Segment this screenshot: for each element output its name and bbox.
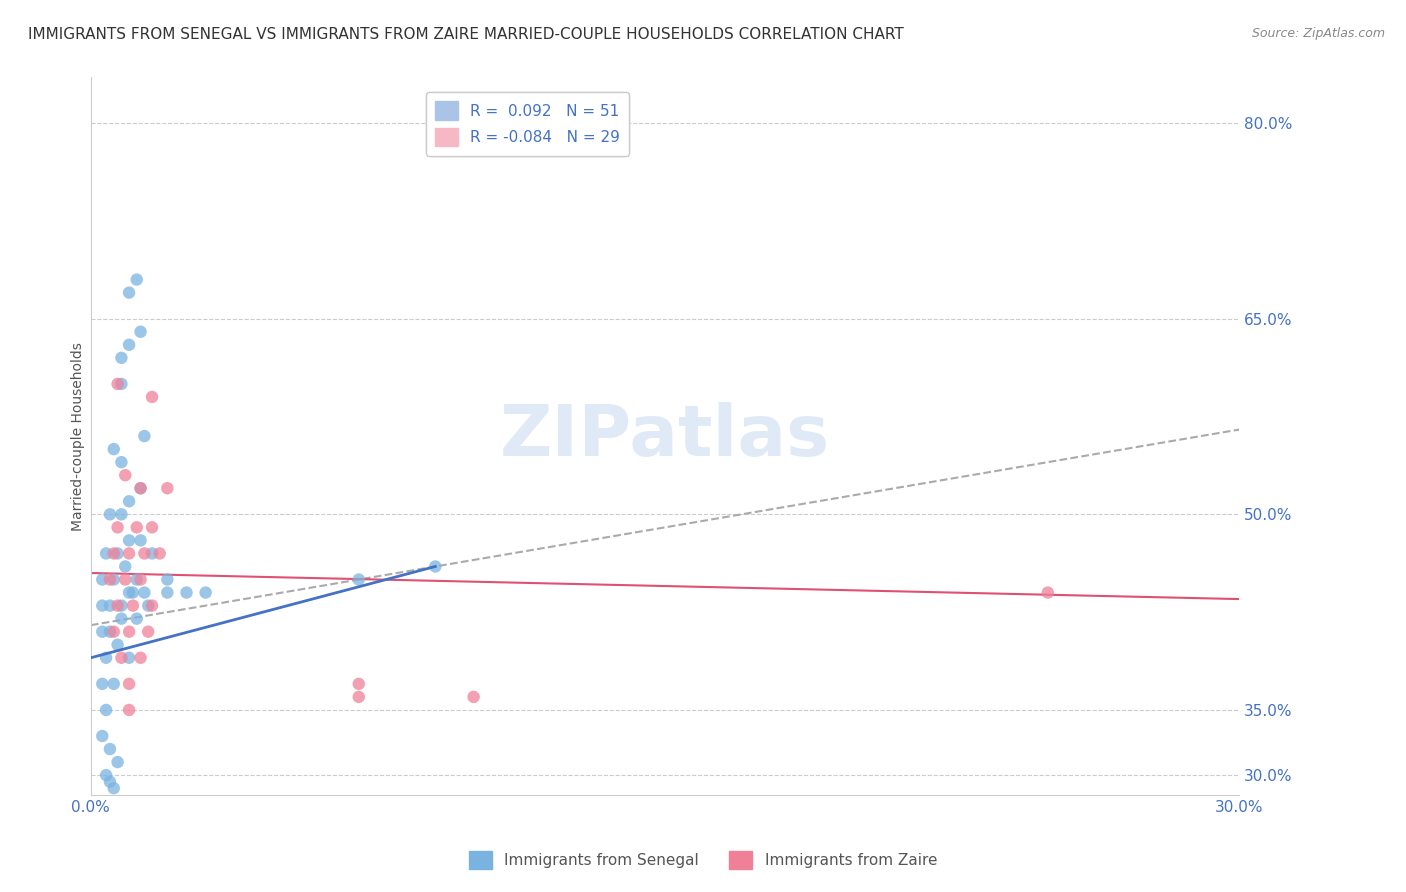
Point [118,650,141,665]
Point [141,599,163,613]
Point [136,624,159,639]
Point [91,573,114,587]
Point [94,650,117,665]
Point [94,546,117,560]
Point [347,677,370,691]
Point [118,338,141,352]
Point [103,624,125,639]
Point [118,585,141,599]
Point [103,442,125,456]
Point [149,546,172,560]
Point [118,677,141,691]
Point [463,690,485,704]
Point [98,624,121,639]
Point [347,573,370,587]
Point [107,520,129,534]
Point [176,585,198,599]
Point [91,729,114,743]
Point [156,481,179,495]
Point [110,650,132,665]
Point [156,573,179,587]
Point [118,494,141,508]
Point [98,599,121,613]
Point [103,546,125,560]
Point [103,781,125,796]
Point [425,559,447,574]
Point [98,774,121,789]
Legend: R =  0.092   N = 51, R = -0.084   N = 29: R = 0.092 N = 51, R = -0.084 N = 29 [426,92,628,155]
Point [94,703,117,717]
Point [91,599,114,613]
Point [110,455,132,469]
Point [110,612,132,626]
Point [114,468,136,483]
Point [110,599,132,613]
Point [118,285,141,300]
Point [118,624,141,639]
Point [98,573,121,587]
Point [129,650,152,665]
Point [110,351,132,365]
Point [194,585,217,599]
Point [129,573,152,587]
Y-axis label: Married-couple Households: Married-couple Households [72,342,86,531]
Point [98,742,121,756]
Point [118,533,141,548]
Point [91,624,114,639]
Point [107,755,129,769]
Point [103,677,125,691]
Point [134,585,156,599]
Point [129,533,152,548]
Point [136,599,159,613]
Text: ZIPatlas: ZIPatlas [501,401,830,471]
Point [125,573,148,587]
Point [134,429,156,443]
Point [122,599,145,613]
Point [141,546,163,560]
Point [122,585,145,599]
Point [129,325,152,339]
Point [107,376,129,391]
Point [110,508,132,522]
Point [107,638,129,652]
Point [110,376,132,391]
Point [125,272,148,286]
Point [129,481,152,495]
Text: Source: ZipAtlas.com: Source: ZipAtlas.com [1251,27,1385,40]
Point [103,573,125,587]
Point [347,690,370,704]
Point [125,520,148,534]
Point [98,508,121,522]
Point [107,546,129,560]
Point [118,546,141,560]
Text: IMMIGRANTS FROM SENEGAL VS IMMIGRANTS FROM ZAIRE MARRIED-COUPLE HOUSEHOLDS CORRE: IMMIGRANTS FROM SENEGAL VS IMMIGRANTS FR… [28,27,904,42]
Point [94,768,117,782]
Point [134,546,156,560]
Point [141,390,163,404]
Point [156,585,179,599]
Point [125,612,148,626]
Point [129,481,152,495]
Point [1036,585,1059,599]
Point [91,677,114,691]
Point [114,573,136,587]
Point [141,520,163,534]
Point [107,599,129,613]
Legend: Immigrants from Senegal, Immigrants from Zaire: Immigrants from Senegal, Immigrants from… [463,845,943,875]
Point [118,703,141,717]
Point [114,559,136,574]
